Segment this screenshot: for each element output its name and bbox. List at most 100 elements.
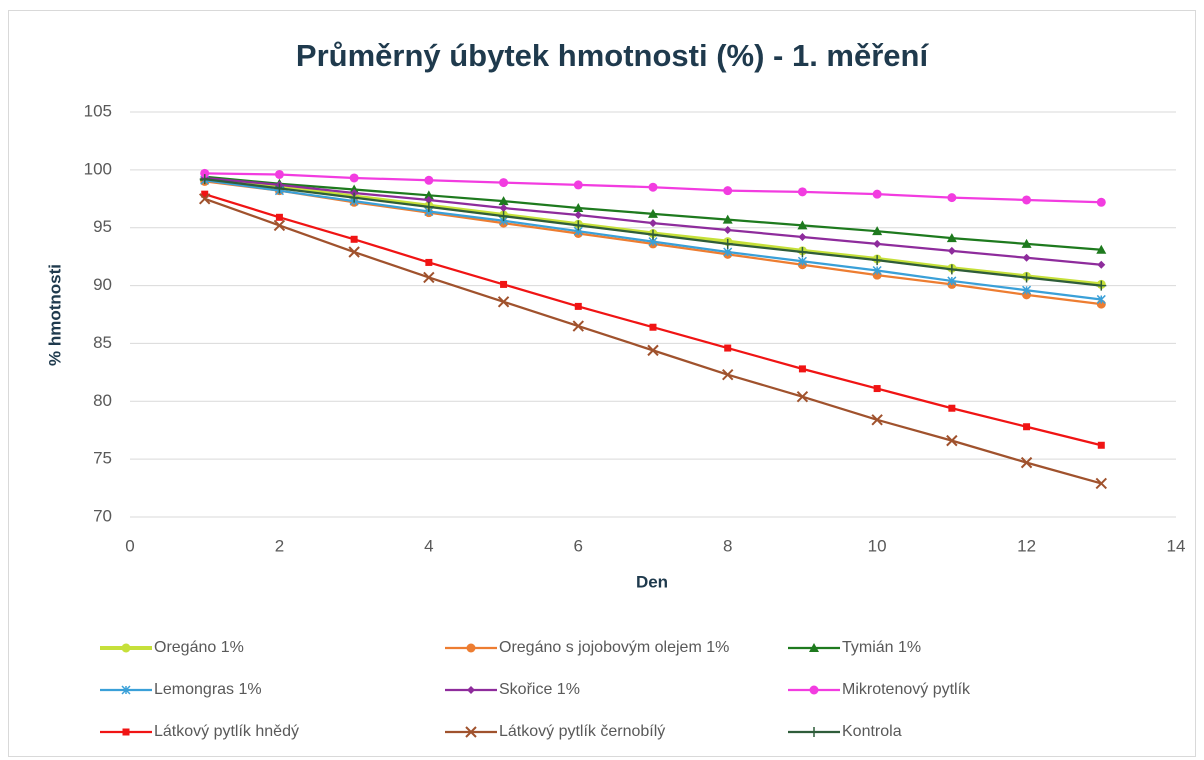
marker — [1096, 280, 1107, 291]
marker — [798, 365, 806, 373]
legend-label: Oregáno s jojobovým olejem 1% — [499, 639, 729, 656]
marker — [121, 643, 131, 653]
marker — [648, 208, 658, 218]
marker — [871, 414, 883, 426]
marker — [948, 404, 956, 412]
marker — [647, 344, 659, 357]
marker — [498, 196, 509, 206]
legend-item: Látkový pytlík černobílý — [445, 723, 665, 740]
marker — [1097, 260, 1106, 269]
y-tick-label: 75 — [93, 449, 112, 468]
marker — [465, 726, 477, 738]
legend-item: Skořice 1% — [445, 681, 580, 698]
legend-item: Lemongras 1% — [100, 681, 262, 698]
marker — [424, 195, 433, 204]
marker — [1021, 272, 1032, 283]
marker — [722, 368, 734, 381]
legend-item: Oregáno 1% — [100, 639, 244, 656]
x-tick-label: 2 — [275, 536, 284, 555]
legend-label: Lemongras 1% — [154, 681, 262, 698]
marker — [648, 229, 658, 240]
marker — [574, 210, 583, 219]
y-tick-label: 95 — [93, 217, 112, 236]
marker — [274, 169, 284, 179]
marker — [199, 174, 210, 185]
marker — [275, 213, 283, 221]
marker — [649, 219, 657, 228]
marker — [873, 385, 881, 393]
marker — [873, 239, 882, 248]
marker — [946, 264, 957, 275]
legend-item: Oregáno s jojobovým olejem 1% — [445, 639, 729, 656]
legend-item: Mikrotenový pytlík — [788, 681, 971, 698]
marker — [572, 320, 584, 332]
marker — [350, 235, 358, 243]
x-axis-title: Den — [636, 572, 668, 591]
legend-item: Kontrola — [788, 723, 902, 740]
marker — [1020, 456, 1033, 469]
marker — [1023, 423, 1031, 431]
marker — [573, 180, 583, 190]
marker — [497, 296, 510, 308]
marker — [947, 276, 957, 286]
marker — [425, 258, 433, 266]
marker — [798, 232, 807, 241]
marker — [273, 219, 286, 232]
y-tick-label: 85 — [93, 333, 112, 352]
x-tick-label: 10 — [868, 536, 887, 555]
legend-label: Kontrola — [842, 723, 902, 740]
marker — [424, 175, 434, 185]
series — [199, 174, 1107, 291]
marker — [466, 643, 476, 653]
y-tick-label: 100 — [84, 159, 112, 178]
marker — [796, 390, 809, 403]
marker — [499, 178, 509, 188]
marker — [499, 204, 508, 213]
legend-label: Látkový pytlík černobílý — [499, 723, 665, 740]
marker — [809, 685, 819, 695]
y-tick-label: 70 — [93, 506, 112, 525]
marker — [722, 214, 733, 224]
marker — [947, 193, 957, 203]
marker — [500, 280, 508, 288]
marker — [1022, 253, 1031, 262]
marker — [573, 220, 584, 231]
legend-label: Skořice 1% — [499, 681, 580, 698]
legend-label: Tymián 1% — [842, 639, 921, 656]
marker — [723, 186, 733, 196]
marker — [467, 686, 475, 694]
x-tick-label: 8 — [723, 536, 732, 555]
marker — [201, 190, 209, 198]
marker — [1096, 197, 1106, 207]
marker — [1095, 477, 1107, 490]
marker — [648, 182, 658, 192]
marker — [199, 193, 211, 205]
marker — [423, 201, 434, 212]
y-tick-label: 80 — [93, 391, 112, 410]
marker — [946, 434, 958, 447]
marker — [946, 233, 957, 243]
series — [201, 190, 1105, 449]
series — [200, 168, 1106, 207]
legend-label: Mikrotenový pytlík — [842, 681, 971, 698]
x-tick-label: 6 — [574, 536, 583, 555]
marker — [274, 183, 285, 194]
x-tick-label: 4 — [424, 536, 433, 555]
marker — [722, 238, 733, 249]
marker — [809, 727, 819, 737]
marker — [122, 728, 130, 736]
marker — [423, 271, 435, 284]
marker — [723, 226, 732, 235]
marker — [121, 685, 131, 695]
marker — [498, 211, 509, 222]
chart-frame — [8, 10, 1196, 757]
marker — [797, 220, 808, 230]
marker — [1022, 285, 1032, 295]
marker — [872, 189, 882, 199]
marker — [797, 187, 807, 197]
marker — [349, 173, 359, 183]
marker — [1022, 195, 1032, 205]
marker — [200, 168, 210, 178]
